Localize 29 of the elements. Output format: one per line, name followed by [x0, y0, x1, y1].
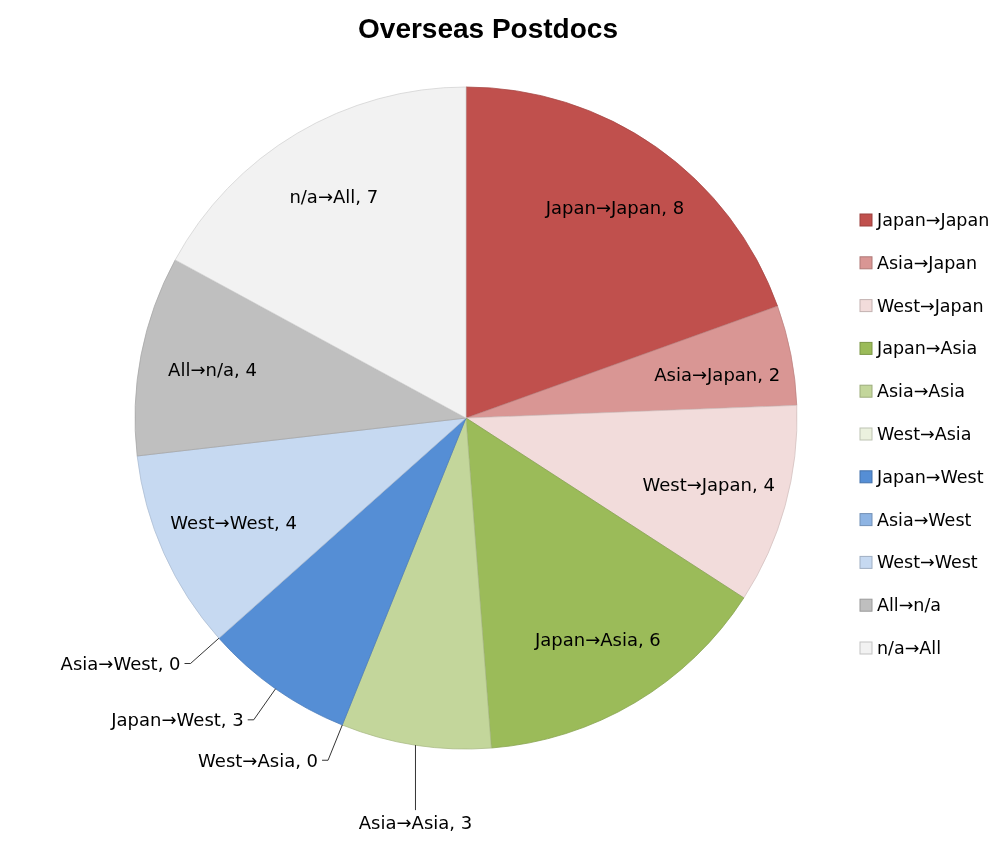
- pie-slice: [136, 417, 467, 639]
- data-label: West→Japan, 4: [642, 473, 775, 495]
- legend-label: n/a→All: [877, 638, 942, 658]
- pie-slice: [465, 86, 778, 419]
- legend-label: All→n/a: [877, 595, 942, 616]
- data-label: Asia→Japan, 2: [654, 364, 781, 386]
- legend-label: Asia→Japan: [877, 252, 978, 273]
- text: West→Asia, 0: [198, 749, 319, 771]
- chart-title: Overseas Postdocs: [358, 12, 618, 44]
- data-label: Japan→West, 3: [110, 709, 244, 731]
- legend-label: Japan→Japan: [876, 210, 990, 230]
- legend-label: Asia→Asia: [877, 381, 966, 402]
- legend-label: West→Japan: [877, 295, 984, 316]
- legend-label: West→Asia: [877, 424, 972, 444]
- text: Asia→West, 0: [60, 653, 181, 675]
- legend-label: Asia→West: [877, 509, 972, 530]
- pie-slice: [134, 259, 467, 457]
- pie-slice: [465, 305, 798, 419]
- data-label: Asia→Asia, 3: [358, 812, 473, 833]
- data-label: All→n/a, 4: [168, 358, 257, 380]
- legend-label: West→West: [877, 552, 978, 573]
- data-label: Japan→Asia, 6: [533, 629, 661, 651]
- data-label: n/a→All, 7: [289, 185, 379, 207]
- legend-label: Japan→Asia: [876, 338, 978, 359]
- pie-slice: [465, 404, 798, 599]
- data-label: Japan→Japan, 8: [544, 196, 685, 218]
- data-label: West→West, 4: [170, 512, 297, 534]
- pie-slice: [341, 417, 492, 750]
- legend-label: Japan→West: [876, 466, 984, 487]
